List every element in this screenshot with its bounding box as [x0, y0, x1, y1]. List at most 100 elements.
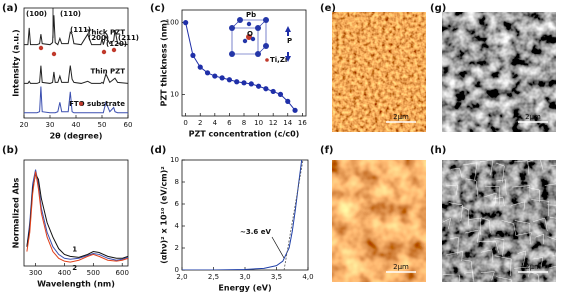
x-tick-label: 8	[242, 119, 246, 127]
inset-atom	[229, 51, 235, 57]
x-tick-label: 30	[46, 121, 55, 129]
micrograph	[442, 12, 556, 132]
series-line	[185, 22, 296, 111]
inset-arrow-up	[285, 26, 291, 36]
x-tick-label: 20	[20, 121, 29, 129]
inset-label: Pb	[246, 11, 256, 19]
panel-label: (c)	[150, 3, 165, 14]
inset-atom	[229, 25, 235, 31]
inset-atom	[242, 38, 248, 44]
x-tick-label: 3,5	[271, 273, 282, 281]
y-axis-label: (αhν)² x 10¹⁰ (eV/cm)²	[160, 166, 169, 264]
series-name: 2	[72, 264, 77, 272]
inset-atom	[246, 34, 252, 40]
marker	[255, 83, 262, 89]
panel-label: (b)	[2, 145, 18, 156]
inset-legend-dot	[265, 58, 269, 62]
y-tick-label: 0	[175, 266, 179, 274]
x-tick-label: 600	[116, 269, 129, 277]
inset-arrow-down	[285, 52, 291, 62]
panel-label: (d)	[150, 145, 166, 156]
scale-label: 2μm	[525, 113, 541, 121]
marker	[292, 107, 298, 113]
x-tick-label: 60	[124, 121, 133, 129]
marker	[183, 20, 189, 26]
y-tick-label: 10	[170, 90, 179, 98]
fto-peak-dot	[51, 51, 57, 57]
series-line	[26, 169, 128, 261]
micrograph	[442, 160, 556, 282]
x-tick-label: 3,0	[239, 273, 250, 281]
y-tick-label: 2	[175, 244, 179, 252]
crystal-inset: Pb O Ti,Zr P	[222, 11, 292, 70]
x-tick-label: 300	[29, 269, 42, 277]
fto-peak-dot	[111, 47, 117, 53]
micrograph	[332, 12, 426, 132]
series-name: FTO substrate	[69, 100, 125, 108]
x-tick-label: 500	[87, 269, 100, 277]
inset-atom	[255, 25, 261, 31]
scale-label: 2μm	[525, 263, 541, 271]
x-tick-label: 4	[213, 119, 218, 127]
y-tick-label: 6	[175, 200, 180, 208]
legend-dot	[79, 101, 83, 106]
series-line	[24, 65, 128, 85]
inset-label: P	[287, 37, 292, 45]
series-name: Thick PZT	[87, 29, 126, 37]
x-axis-label: Energy (eV)	[218, 284, 271, 293]
inset-atom	[237, 17, 243, 23]
inset-atom	[250, 36, 256, 42]
series-name: 1	[72, 245, 77, 253]
inset-bg	[222, 16, 280, 70]
panel-label: (h)	[430, 145, 446, 156]
marker	[234, 79, 240, 85]
marker	[226, 77, 233, 83]
series-line	[24, 86, 128, 114]
y-tick-label: 8	[175, 178, 179, 186]
series-name: Thin PZT	[90, 67, 125, 75]
grain-boundaries	[442, 157, 561, 296]
y-tick-label: 10	[170, 156, 179, 164]
x-tick-label: 6	[227, 119, 232, 127]
annotation: ~3.6 eV	[240, 228, 271, 236]
y-axis-label: Intensity (a.u.)	[12, 29, 21, 96]
x-tick-label: 40	[72, 121, 81, 129]
scale-label: 2μm	[393, 113, 409, 121]
inset-label: Ti,Zr	[270, 56, 289, 64]
inset-atom	[255, 51, 261, 57]
fit-line	[283, 159, 304, 271]
x-tick-label: 50	[98, 121, 107, 129]
marker	[263, 86, 269, 92]
x-tick-label: 10	[254, 119, 263, 127]
marker	[219, 75, 225, 81]
panel-label: (e)	[320, 3, 336, 14]
x-tick-label: 16	[298, 119, 307, 127]
series-line	[24, 15, 128, 46]
x-tick-label: 2,0	[176, 273, 187, 281]
marker	[204, 70, 211, 76]
inset-atom	[246, 21, 252, 27]
x-tick-label: 12	[269, 119, 278, 127]
fto-peak-dot	[101, 49, 107, 55]
peak-label: (211)	[118, 34, 139, 42]
x-axis-label: Wavelength (nm)	[37, 280, 115, 289]
marker	[248, 81, 254, 87]
y-tick-label: 100	[166, 19, 179, 27]
x-axis-label: PZT concentration (c/c0)	[189, 130, 300, 139]
marker	[212, 73, 218, 79]
series-line	[182, 160, 303, 270]
plot-frame	[181, 159, 309, 271]
x-tick-label: 2	[198, 119, 202, 127]
series-line	[26, 171, 128, 263]
panel-label: (a)	[2, 3, 18, 14]
x-tick-label: 400	[58, 269, 71, 277]
micrograph	[332, 160, 426, 282]
panel-label: (g)	[430, 3, 446, 14]
peak-label: (120)	[106, 40, 127, 48]
marker	[197, 64, 203, 70]
marker	[241, 80, 247, 86]
x-axis-label: 2θ (degree)	[50, 132, 103, 141]
marker	[285, 98, 291, 104]
panel-label: (f)	[320, 145, 334, 156]
